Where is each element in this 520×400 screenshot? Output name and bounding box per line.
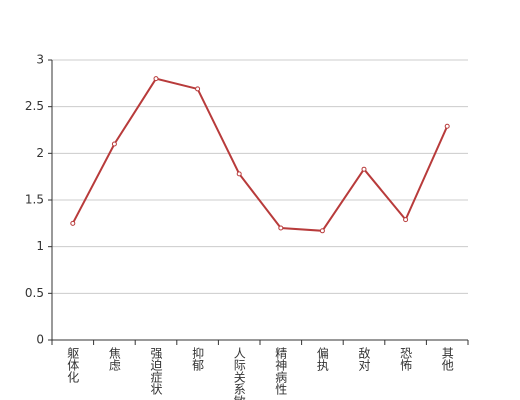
y-tick-label: 2: [36, 146, 44, 160]
point: [319, 228, 325, 234]
x-tick-label: 偏执: [315, 346, 329, 372]
y-tick-label: 0: [36, 333, 44, 347]
point: [111, 141, 117, 147]
point: [444, 123, 450, 129]
x-tick-label: 其他: [440, 347, 454, 371]
x-tick-label: 躯体化: [66, 346, 80, 384]
x-tick-label: 恐怖: [399, 347, 413, 371]
line: [71, 77, 449, 232]
point: [153, 76, 159, 82]
point: [278, 225, 284, 231]
y-tick-label: 1.5: [25, 193, 44, 207]
point: [195, 86, 201, 92]
y-tick-label: 1: [36, 239, 44, 253]
y-tick-label: 2.5: [25, 99, 44, 113]
x-tick-label: 强迫症状: [149, 347, 163, 395]
x-tick-label: 精神病性: [274, 347, 288, 396]
point: [403, 217, 409, 223]
y-tick-label: 3: [36, 53, 44, 67]
point: [361, 166, 367, 172]
x-tick-label: 人际关系敏感: [232, 347, 246, 400]
point: [236, 171, 242, 177]
x-tick-label: 敌对: [357, 346, 371, 371]
y-tick-label: 0.5: [25, 286, 44, 300]
x-tick-label: 焦虑: [107, 347, 121, 371]
x-tick-label: 抑郁: [191, 346, 205, 372]
point: [70, 220, 76, 226]
